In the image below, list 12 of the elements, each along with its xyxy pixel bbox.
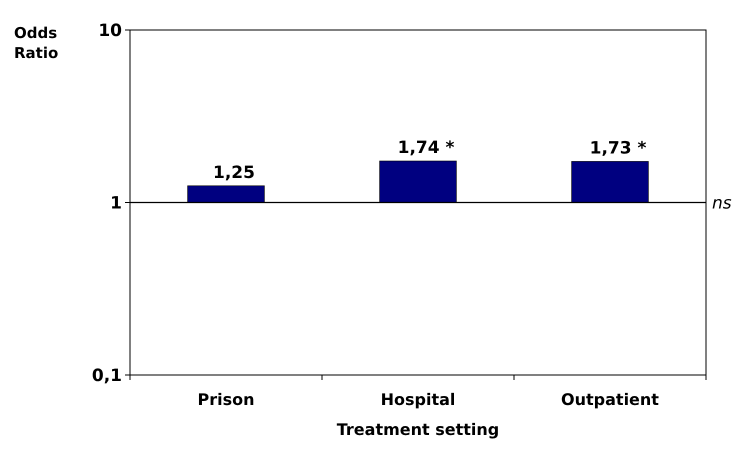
- ref-line-label: ns: [712, 194, 732, 214]
- data-label: 1,25: [213, 162, 255, 183]
- x-tick-label: Prison: [197, 390, 255, 409]
- y-tick-label: 10: [98, 20, 122, 41]
- y-axis-title: Odds Ratio: [14, 24, 58, 62]
- x-tick-label: Outpatient: [561, 390, 660, 409]
- x-tick-label: Hospital: [380, 390, 456, 409]
- data-label: 1,74 *: [398, 138, 454, 158]
- x-axis-title: Treatment setting: [336, 420, 500, 439]
- data-label: 1,73 *: [590, 138, 646, 158]
- y-tick-label: 1: [110, 193, 122, 214]
- y-tick-label: 0,1: [92, 366, 122, 386]
